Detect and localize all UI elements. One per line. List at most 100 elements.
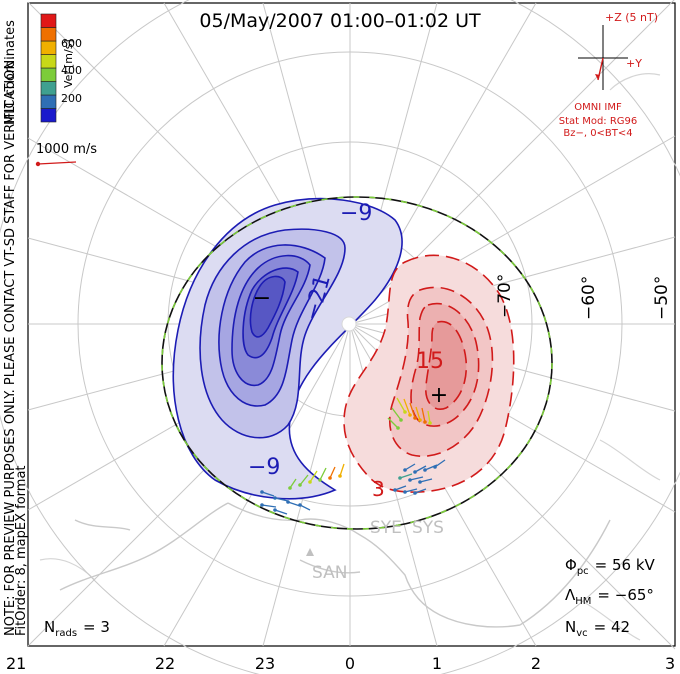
velocity-vector <box>299 504 311 511</box>
scale-tick-200: 200 <box>61 92 82 105</box>
dawn-cell: + 15 3 <box>343 254 515 501</box>
velocity-vector-origin <box>423 468 427 472</box>
imf-vector-head <box>595 74 600 80</box>
velocity-vector-origin <box>418 480 422 484</box>
scale-swatch <box>40 67 57 82</box>
velocity-vector-origin <box>408 478 412 482</box>
vector-reference-arrow <box>37 161 77 165</box>
velocity-vector-origin <box>308 480 312 484</box>
velocity-vector-origin <box>428 421 432 425</box>
velocity-vector-origin <box>298 503 302 507</box>
velocity-vector <box>419 478 433 483</box>
velocity-vector <box>403 398 411 416</box>
velocity-vector <box>394 485 407 491</box>
velocity-vector-origin <box>413 416 417 420</box>
velocity-vector <box>434 459 446 468</box>
velocity-vector <box>399 473 413 479</box>
station-san: SAN <box>312 563 347 583</box>
velocity-vector-origin <box>423 420 427 424</box>
velocity-color-scale <box>40 13 57 123</box>
coords-label: MLT coordinates <box>3 20 18 125</box>
stat-nvc: Nvc = 42 <box>565 618 630 639</box>
velocity-vector <box>387 417 399 429</box>
stat-phi: Φpc = 56 kV <box>565 556 656 577</box>
scale-swatch <box>40 108 57 123</box>
velocity-vector-origin <box>403 468 407 472</box>
dawn-max-marker: + <box>430 383 448 408</box>
velocity-vector-origin <box>260 503 264 507</box>
vector-reference-dot <box>35 161 41 167</box>
stations: SAN SYE SYS <box>306 518 444 583</box>
velocity-vector <box>421 407 426 423</box>
velocity-vector <box>309 470 318 483</box>
station-sye: SYE <box>370 518 402 538</box>
stat-lambda: ΛHM = −65° <box>565 586 654 607</box>
mlat-tick-60: −60° <box>579 276 599 320</box>
mlt-tick-label: 1 <box>432 654 442 673</box>
velocity-vector-origin <box>393 488 397 492</box>
dusk-cell: − −9 −21 −9 <box>172 197 403 500</box>
stat-nrads: Nrads = 3 <box>44 618 110 639</box>
mlt-axis: 21 22 23 0 1 2 3 <box>6 654 675 673</box>
scale-title: Vel [m/s] <box>62 39 75 88</box>
imf-title: OMNI IMF <box>574 102 622 113</box>
velocity-vector <box>289 478 297 489</box>
pole-marker <box>341 316 357 332</box>
velocity-vector-origin <box>288 486 292 490</box>
scale-swatch <box>40 81 57 96</box>
velocity-vector <box>274 497 289 502</box>
velocity-vector <box>391 407 402 421</box>
velocity-vector-origin <box>328 476 332 480</box>
velocity-vector-origin <box>298 483 302 487</box>
velocity-vector <box>299 474 309 486</box>
velocity-vector-origin <box>399 418 403 422</box>
vector-reference-label: 1000 m/s <box>36 142 97 157</box>
dusk-min-marker: − <box>253 286 271 311</box>
velocity-vector-origin <box>408 413 412 417</box>
dusk-fill-6 <box>249 275 286 338</box>
scale-swatch <box>40 27 57 42</box>
scale-swatch <box>40 13 57 28</box>
velocity-vector <box>274 509 288 515</box>
velocity-vectors <box>260 397 446 515</box>
velocity-vector-origin <box>413 470 417 474</box>
velocity-vector <box>319 467 327 481</box>
mlat-tick-70: −70° <box>495 274 515 318</box>
mlat-tick-50: −50° <box>652 276 672 320</box>
station-sys: SYS <box>412 518 444 538</box>
velocity-vector <box>396 397 406 413</box>
velocity-vector <box>414 488 427 494</box>
dawn-fill-4 <box>424 320 468 410</box>
velocity-vector-origin <box>318 478 322 482</box>
preview-note: NOTE: FOR PREVIEW PURPOSES ONLY. PLEASE … <box>3 56 18 636</box>
mlt-tick-label: 23 <box>255 654 275 673</box>
velocity-vector-origin <box>403 410 407 414</box>
velocity-vector <box>404 488 418 493</box>
page-title: 05/May/2007 01:00–01:02 UT <box>199 10 481 32</box>
scale-swatch <box>40 94 57 109</box>
dawn-label-15: 15 <box>416 349 444 374</box>
mlt-tick-label: 2 <box>531 654 541 673</box>
mlt-tick-label: 0 <box>345 654 355 673</box>
mlt-tick-label: 21 <box>6 654 26 673</box>
velocity-vector <box>415 406 421 421</box>
mlt-tick-label: 3 <box>665 654 675 673</box>
imf-y-label: +Y <box>626 57 642 70</box>
velocity-vector-origin <box>273 496 277 500</box>
velocity-vector <box>329 466 336 479</box>
coastline <box>59 502 611 628</box>
mlt-tick-label: 22 <box>155 654 175 673</box>
velocity-vector-origin <box>433 465 437 469</box>
velocity-vector <box>339 463 345 477</box>
scale-swatch <box>40 54 57 69</box>
scale-tick-400: 400 <box>61 64 82 77</box>
imf-z-scale: +Z (5 nT) <box>605 11 658 24</box>
velocity-vector-origin <box>418 418 422 422</box>
dusk-label-top: −9 <box>340 201 372 226</box>
velocity-vector-origin <box>260 490 264 494</box>
velocity-vector-origin <box>396 426 400 430</box>
dawn-label-3: 3 <box>372 477 385 501</box>
dusk-label-low: −9 <box>248 455 280 480</box>
imf-clock: +Z (5 nT) +Y OMNI IMF Stat Mod: RG96 Bz−… <box>559 11 658 139</box>
